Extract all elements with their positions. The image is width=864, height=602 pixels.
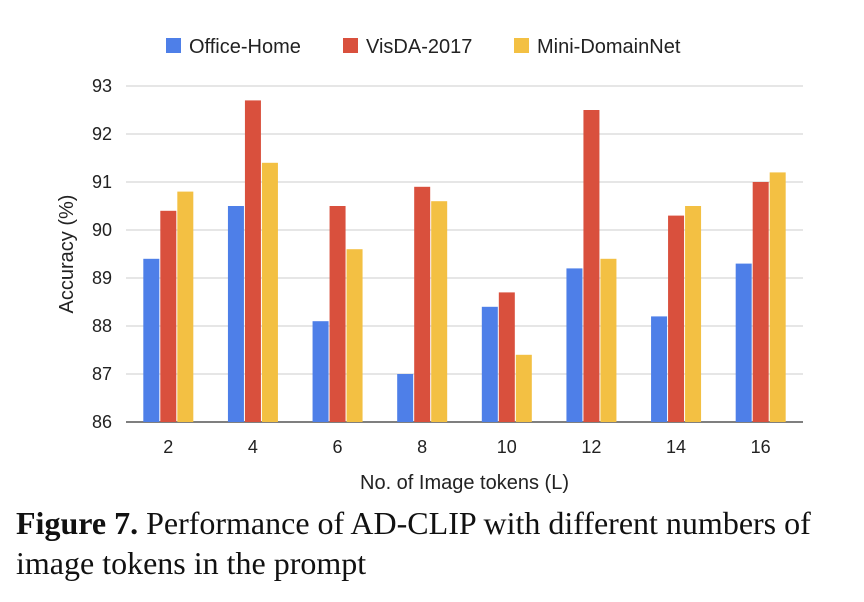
y-tick-label: 89 [92, 268, 112, 288]
y-tick-label: 91 [92, 172, 112, 192]
bar-mini-domainnet-8 [431, 201, 448, 422]
bar-office-home-10 [481, 306, 498, 422]
x-tick-label: 2 [163, 437, 173, 457]
x-axis-title: No. of Image tokens (L) [360, 472, 569, 494]
y-tick-label: 93 [92, 76, 112, 96]
bar-mini-domainnet-14 [685, 206, 702, 422]
bar-visda-2017-12 [583, 110, 600, 422]
bars [143, 100, 786, 423]
bar-office-home-14 [651, 316, 668, 422]
x-tick-label: 16 [751, 437, 771, 457]
bar-visda-2017-14 [668, 215, 685, 422]
bar-office-home-16 [735, 263, 752, 422]
x-tick-label: 14 [666, 437, 686, 457]
legend-swatch [166, 38, 181, 53]
y-tick-label: 92 [92, 124, 112, 144]
bar-visda-2017-8 [414, 186, 431, 422]
bar-office-home-2 [143, 258, 160, 422]
legend-swatch [343, 38, 358, 53]
figure-caption-label: Figure 7. [16, 505, 139, 541]
legend-label: VisDA-2017 [366, 36, 472, 58]
bar-mini-domainnet-12 [600, 258, 617, 422]
x-tick-label: 4 [248, 437, 258, 457]
x-tick-label: 8 [417, 437, 427, 457]
bar-visda-2017-10 [498, 292, 515, 422]
gridlines [126, 85, 803, 423]
x-tick-label: 6 [333, 437, 343, 457]
bar-mini-domainnet-2 [177, 191, 194, 422]
y-tick-label: 86 [92, 412, 112, 432]
bar-office-home-6 [312, 321, 329, 422]
bar-visda-2017-6 [329, 206, 346, 422]
bar-mini-domainnet-10 [515, 354, 532, 422]
bar-office-home-8 [397, 374, 414, 422]
legend-label: Mini-DomainNet [537, 36, 681, 58]
y-tick-label: 90 [92, 220, 112, 240]
bar-chart: Office-Home VisDA-2017 Mini-DomainNet 8687… [56, 36, 803, 494]
y-tick-label: 88 [92, 316, 112, 336]
bar-mini-domainnet-6 [346, 249, 363, 422]
bar-office-home-12 [566, 268, 583, 422]
x-axis-ticks: 2 4 6 8 10 12 14 16 [163, 437, 770, 457]
figure-caption: Figure 7. Performance of AD-CLIP with di… [16, 503, 856, 583]
bar-visda-2017-2 [160, 210, 177, 422]
y-axis-title: Accuracy (%) [56, 195, 78, 314]
bar-mini-domainnet-4 [261, 162, 278, 423]
x-tick-label: 10 [497, 437, 517, 457]
legend-swatch [514, 38, 529, 53]
bar-office-home-4 [227, 206, 244, 422]
y-axis-ticks: 86 87 88 89 90 91 92 93 [92, 76, 112, 432]
bar-mini-domainnet-16 [769, 172, 786, 422]
bar-visda-2017-16 [752, 182, 769, 422]
bar-visda-2017-4 [244, 100, 261, 423]
figure-caption-text: Performance of AD-CLIP with different nu… [16, 505, 811, 581]
x-tick-label: 12 [581, 437, 601, 457]
chart-legend: Office-Home VisDA-2017 Mini-DomainNet [166, 36, 681, 58]
legend-label: Office-Home [189, 36, 301, 58]
y-tick-label: 87 [92, 364, 112, 384]
